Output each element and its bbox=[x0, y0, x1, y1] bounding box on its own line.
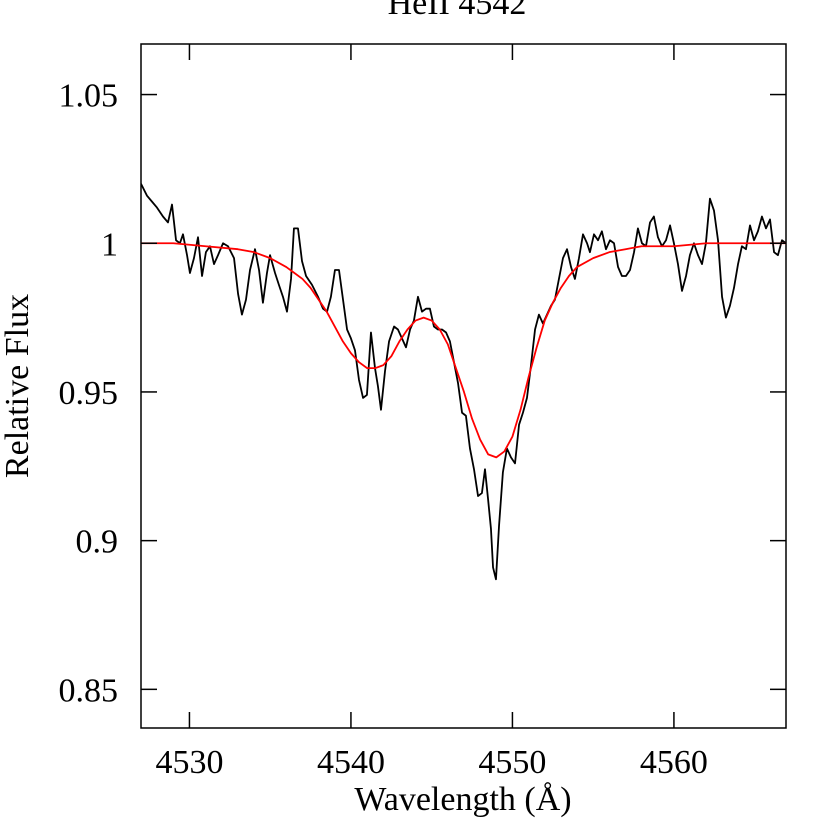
x-tick-label: 4530 bbox=[155, 744, 223, 781]
series-line bbox=[141, 242, 786, 459]
y-tick-label: 0.9 bbox=[76, 524, 119, 561]
plot-frame bbox=[140, 43, 787, 729]
x-axis-label: Wavelength (Å) bbox=[354, 781, 571, 818]
x-tick-label: 4540 bbox=[317, 744, 385, 781]
x-tick-label: 4560 bbox=[640, 744, 708, 781]
chart-title: HeII 4542 bbox=[388, 0, 527, 22]
series-line bbox=[141, 183, 786, 581]
y-axis-label: Relative Flux bbox=[0, 294, 36, 478]
y-tick-label: 1.05 bbox=[59, 78, 119, 115]
plot-area bbox=[141, 183, 786, 581]
x-tick-label: 4550 bbox=[478, 744, 546, 781]
y-tick-label: 0.85 bbox=[59, 672, 119, 709]
y-tick-label: 1 bbox=[101, 226, 118, 263]
y-tick-label: 0.95 bbox=[59, 375, 119, 412]
